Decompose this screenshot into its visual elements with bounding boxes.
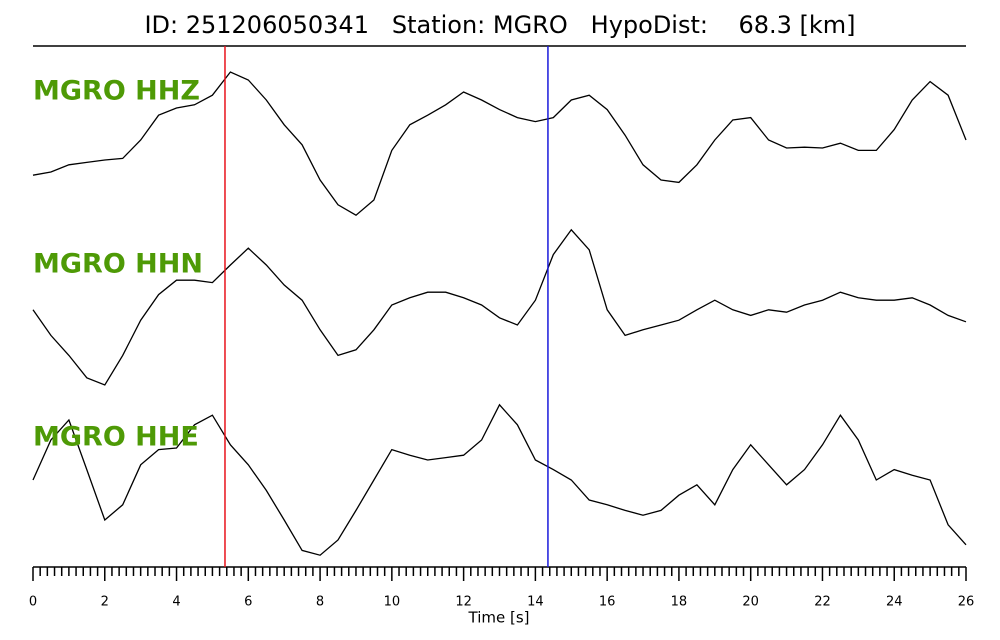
x-tick-label: 4 [172, 595, 180, 610]
x-tick-label: 0 [29, 595, 37, 610]
x-tick-label: 22 [814, 595, 831, 610]
x-tick-label: 20 [742, 595, 759, 610]
x-tick-label: 14 [527, 595, 544, 610]
x-tick-label: 26 [958, 595, 975, 610]
x-tick-label: 10 [384, 595, 401, 610]
x-axis-label: Time [s] [468, 609, 530, 627]
trace-label: MGRO HHZ [33, 76, 200, 107]
x-tick-label: 24 [886, 595, 903, 610]
trace [32, 71, 967, 216]
x-tick-label: 8 [316, 595, 324, 610]
trace-label: MGRO HHN [33, 249, 203, 280]
trace-label: MGRO HHE [33, 422, 199, 453]
x-tick-label: 2 [101, 595, 109, 610]
x-tick-label: 12 [455, 595, 472, 610]
x-tick-label: 18 [671, 595, 688, 610]
x-tick-label: 6 [244, 595, 252, 610]
chart-title: ID: 251206050341 Station: MGRO HypoDist:… [144, 11, 855, 39]
trace [32, 403, 967, 556]
trace [32, 228, 967, 386]
x-tick-label: 16 [599, 595, 616, 610]
